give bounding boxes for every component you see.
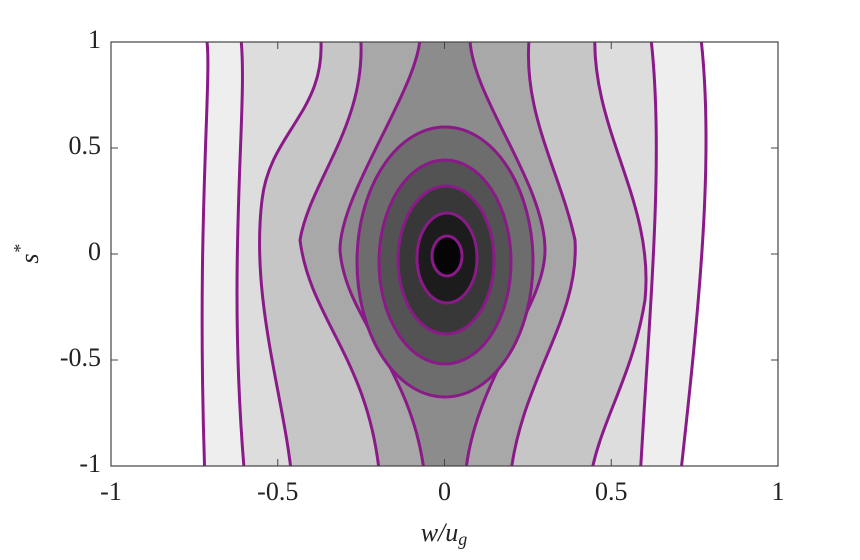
y-axis-label: s* [10, 244, 44, 263]
y-tick-label: 0 [88, 237, 101, 266]
x-tick-label: -0.5 [257, 477, 298, 506]
x-tick-label: 0.5 [595, 477, 628, 506]
x-label-sub: g [458, 529, 467, 549]
y-tick-label: 0.5 [69, 131, 102, 160]
x-label-main: w/u [421, 518, 459, 547]
y-tick-label: 1 [88, 25, 101, 54]
y-label-main: s [15, 253, 44, 263]
y-tick-label: -1 [79, 449, 101, 478]
x-tick-label: 1 [772, 477, 785, 506]
x-axis-label: w/ug [421, 518, 468, 549]
x-tick-label: -1 [100, 477, 122, 506]
y-tick-label: -0.5 [60, 343, 101, 372]
y-label-sup: * [10, 244, 30, 253]
x-tick-label: 0 [438, 477, 451, 506]
contour-fill [200, 42, 708, 466]
